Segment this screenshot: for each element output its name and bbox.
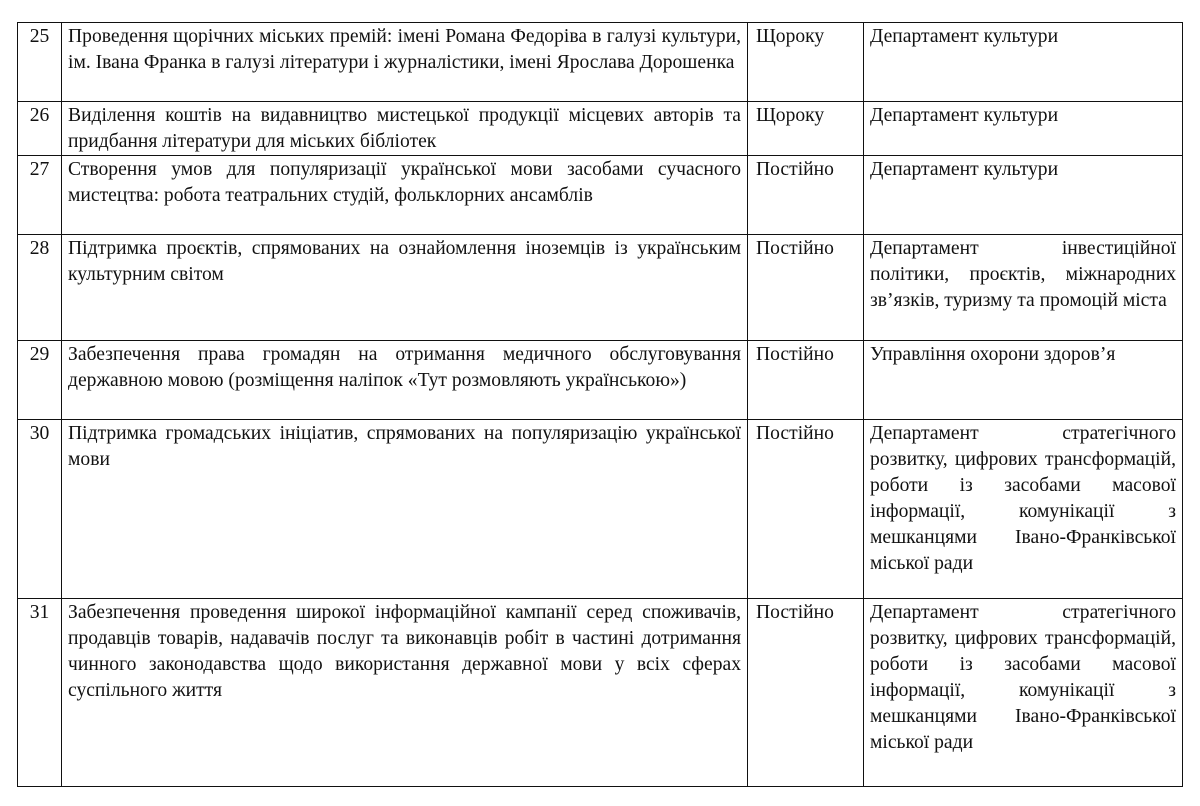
measure-text: Підтримка громадських ініціатив, спрямов…: [61, 419, 748, 599]
period-cell: Постійно: [747, 598, 864, 787]
period-cell: Постійно: [747, 340, 864, 420]
period-cell: Постійно: [747, 155, 864, 235]
table-row: 28 Підтримка проєктів, спрямованих на озн…: [17, 234, 1183, 341]
period-cell: Постійно: [747, 234, 864, 341]
table-row: 27 Створення умов для популяризації украї…: [17, 155, 1183, 235]
executor-cell: Департамент культури: [863, 22, 1183, 102]
executor-cell: Департамент інвестиційної політики, проє…: [863, 234, 1183, 341]
executor-cell: Департамент культури: [863, 155, 1183, 235]
table-row: 30 Підтримка громадських ініціатив, спрям…: [17, 419, 1183, 599]
period-cell: Щороку: [747, 101, 864, 156]
row-number: 28: [17, 234, 62, 341]
table-row: 25 Проведення щорічних міських премій: ім…: [17, 22, 1183, 102]
measure-text: Забезпечення права громадян на отримання…: [61, 340, 748, 420]
measure-text: Забезпечення проведення широкої інформац…: [61, 598, 748, 787]
period-cell: Постійно: [747, 419, 864, 599]
measures-table: 25 Проведення щорічних міських премій: ім…: [17, 22, 1183, 787]
measure-text: Виділення коштів на видавництво мистецьк…: [61, 101, 748, 156]
executor-cell: Департамент стратегічного розвитку, цифр…: [863, 598, 1183, 787]
row-number: 26: [17, 101, 62, 156]
measure-text: Створення умов для популяризації українс…: [61, 155, 748, 235]
executor-cell: Департамент стратегічного розвитку, цифр…: [863, 419, 1183, 599]
executor-cell: Управління охорони здоров’я: [863, 340, 1183, 420]
row-number: 31: [17, 598, 62, 787]
table-row: 26 Виділення коштів на видавництво мистец…: [17, 101, 1183, 156]
table-row: 29 Забезпечення права громадян на отриман…: [17, 340, 1183, 420]
measure-text: Проведення щорічних міських премій: імен…: [61, 22, 748, 102]
row-number: 29: [17, 340, 62, 420]
table-row: 31 Забезпечення проведення широкої інформ…: [17, 598, 1183, 787]
row-number: 27: [17, 155, 62, 235]
period-cell: Щороку: [747, 22, 864, 102]
measure-text: Підтримка проєктів, спрямованих на ознай…: [61, 234, 748, 341]
executor-cell: Департамент культури: [863, 101, 1183, 156]
row-number: 30: [17, 419, 62, 599]
row-number: 25: [17, 22, 62, 102]
